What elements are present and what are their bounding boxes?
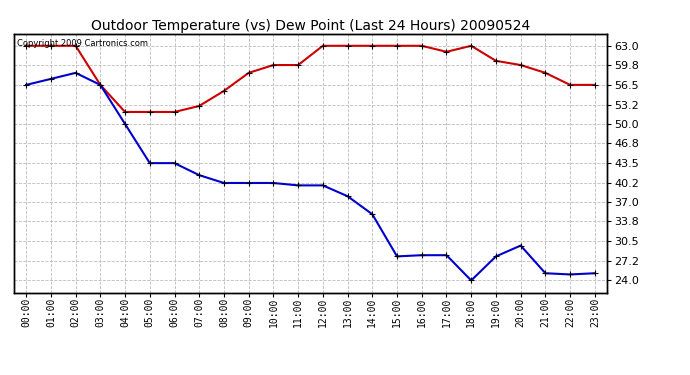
Title: Outdoor Temperature (vs) Dew Point (Last 24 Hours) 20090524: Outdoor Temperature (vs) Dew Point (Last… [91, 19, 530, 33]
Text: Copyright 2009 Cartronics.com: Copyright 2009 Cartronics.com [17, 39, 148, 48]
